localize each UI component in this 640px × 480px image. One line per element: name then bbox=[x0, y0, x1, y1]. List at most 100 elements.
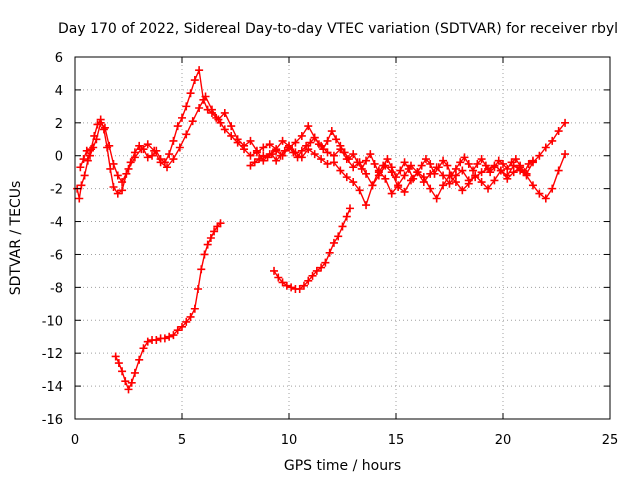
data-point bbox=[340, 148, 349, 157]
data-point bbox=[332, 135, 341, 144]
data-point bbox=[469, 166, 478, 175]
series-arc-3 bbox=[111, 219, 225, 394]
data-point bbox=[321, 258, 330, 267]
data-point bbox=[349, 150, 358, 159]
data-point bbox=[432, 194, 441, 203]
data-point bbox=[417, 161, 426, 170]
data-point bbox=[490, 163, 499, 172]
x-tick-label: 5 bbox=[178, 433, 186, 448]
data-point bbox=[306, 138, 315, 147]
data-point bbox=[396, 166, 405, 175]
data-point bbox=[323, 136, 332, 145]
data-point bbox=[477, 168, 486, 177]
data-point bbox=[186, 89, 195, 98]
data-point bbox=[325, 248, 334, 257]
data-point bbox=[105, 141, 114, 150]
data-point bbox=[323, 159, 332, 168]
data-point bbox=[434, 163, 443, 172]
y-tick-label: 4 bbox=[55, 84, 63, 99]
y-tick-label: -10 bbox=[42, 314, 63, 329]
data-point bbox=[130, 368, 139, 377]
data-point bbox=[443, 161, 452, 170]
data-point bbox=[148, 151, 157, 160]
data-point bbox=[118, 178, 127, 187]
data-point bbox=[511, 155, 520, 164]
data-point bbox=[190, 76, 199, 85]
data-point bbox=[349, 163, 358, 172]
data-point bbox=[302, 141, 311, 150]
axes: 0 5 10 15 20 25 -16 -14 -12 -10 -8 -6 -4 -2 0 2 4 6 bbox=[42, 51, 619, 448]
data-point bbox=[355, 186, 364, 195]
data-point bbox=[124, 385, 133, 394]
data-point bbox=[297, 131, 306, 140]
data-point bbox=[426, 184, 435, 193]
data-point bbox=[370, 159, 379, 168]
data-point bbox=[319, 145, 328, 154]
data-point bbox=[186, 312, 195, 321]
data-point bbox=[82, 146, 91, 155]
data-point bbox=[214, 115, 223, 124]
data-point bbox=[366, 150, 375, 159]
data-point bbox=[516, 161, 525, 170]
data-point bbox=[548, 184, 557, 193]
data-point bbox=[272, 146, 281, 155]
data-point bbox=[430, 169, 439, 178]
x-tick-label: 20 bbox=[495, 433, 512, 448]
data-point bbox=[404, 164, 413, 173]
data-point bbox=[400, 187, 409, 196]
data-point bbox=[246, 151, 255, 160]
data-point bbox=[344, 155, 353, 164]
y-tick-label: -16 bbox=[42, 413, 63, 428]
data-point bbox=[392, 173, 400, 182]
data-point bbox=[374, 168, 383, 177]
data-point bbox=[127, 378, 136, 387]
data-point bbox=[80, 171, 89, 180]
data-point bbox=[227, 122, 236, 131]
data-point bbox=[135, 355, 144, 364]
data-point bbox=[278, 136, 287, 145]
data-point bbox=[481, 161, 490, 170]
data-point bbox=[458, 166, 467, 175]
series-line bbox=[114, 222, 222, 391]
data-point bbox=[535, 189, 544, 198]
data-point bbox=[447, 171, 456, 180]
data-point bbox=[400, 158, 409, 167]
y-tick-label: -14 bbox=[42, 380, 63, 395]
data-point bbox=[169, 331, 178, 340]
data-point bbox=[75, 194, 84, 203]
data-point bbox=[329, 151, 338, 160]
data-point bbox=[203, 240, 212, 249]
plot-frame bbox=[74, 56, 611, 420]
data-point bbox=[477, 155, 486, 164]
data-point bbox=[329, 238, 338, 247]
data-point bbox=[473, 159, 482, 168]
data-point bbox=[524, 159, 533, 168]
data-point bbox=[100, 123, 109, 132]
data-point bbox=[336, 166, 345, 175]
data-point bbox=[456, 158, 465, 167]
data-point bbox=[143, 140, 152, 149]
data-point bbox=[458, 186, 467, 195]
data-point bbox=[200, 250, 209, 259]
data-point bbox=[246, 161, 255, 170]
data-point bbox=[220, 108, 229, 117]
data-point bbox=[182, 102, 191, 111]
data-point bbox=[362, 201, 371, 210]
data-point bbox=[111, 352, 120, 361]
data-point bbox=[118, 367, 127, 376]
data-point bbox=[494, 156, 503, 165]
data-point bbox=[169, 155, 178, 164]
data-point bbox=[178, 113, 186, 122]
data-point bbox=[169, 136, 178, 145]
data-point bbox=[528, 181, 537, 190]
data-point bbox=[477, 178, 486, 187]
data-point bbox=[190, 304, 199, 313]
data-point bbox=[83, 156, 92, 165]
data-point bbox=[188, 117, 197, 126]
data-point bbox=[106, 164, 115, 173]
data-point bbox=[520, 168, 529, 177]
series-arc-5 bbox=[246, 127, 537, 183]
series-arc-2 bbox=[76, 92, 570, 203]
data-point bbox=[130, 153, 139, 162]
data-point bbox=[413, 168, 422, 177]
